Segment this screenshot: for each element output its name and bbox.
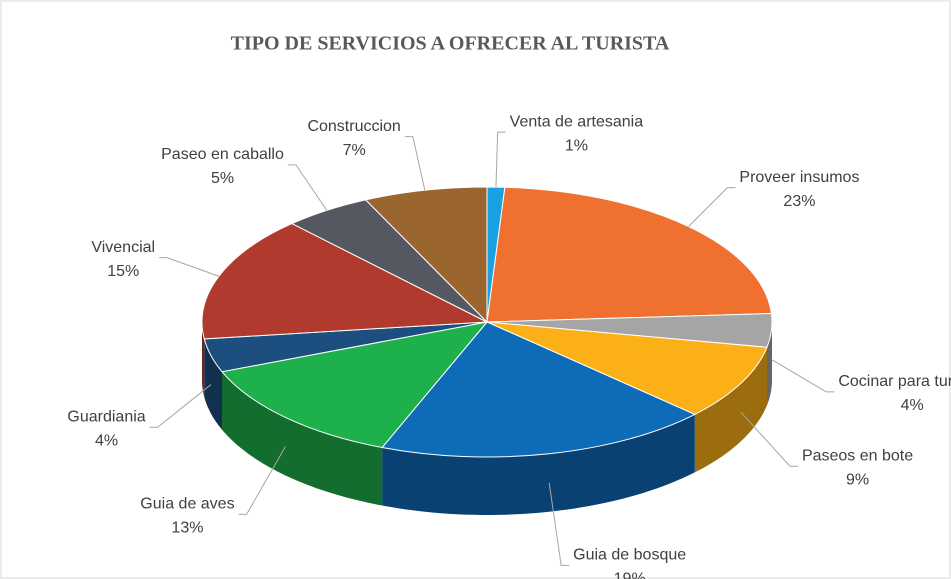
value-label: 9% xyxy=(846,471,869,488)
value-label: 15% xyxy=(107,263,139,280)
data-label: Guia de bosque 19% xyxy=(573,547,686,579)
value-label: 7% xyxy=(343,142,366,159)
slice-side xyxy=(202,322,205,397)
data-label: Guia de aves 13% xyxy=(140,496,234,537)
category-label: Venta de artesania xyxy=(510,113,644,130)
data-label: Paseos en bote 9% xyxy=(802,447,913,488)
slice-side xyxy=(694,347,767,473)
slice xyxy=(486,321,768,415)
data-label: Proveer insumos 23% xyxy=(739,169,859,210)
value-label: 4% xyxy=(95,432,118,449)
leader-line xyxy=(548,482,570,566)
leader-line xyxy=(149,384,212,428)
category-label: Cocinar para turistas xyxy=(838,373,951,390)
leader-line xyxy=(688,187,736,227)
leader-line xyxy=(404,136,426,191)
value-label: 19% xyxy=(614,571,646,579)
category-label: Proveer insumos xyxy=(739,169,859,186)
leader-line xyxy=(740,411,798,467)
data-label: Vivencial 15% xyxy=(91,239,155,280)
leader-line xyxy=(287,164,328,211)
leader-line xyxy=(771,359,835,393)
category-label: Construccion xyxy=(307,118,400,135)
category-label: Paseos en bote xyxy=(802,447,913,464)
value-label: 4% xyxy=(901,397,924,414)
value-label: 23% xyxy=(783,193,815,210)
value-label: 13% xyxy=(171,520,203,537)
chart-title: TIPO DE SERVICIOS A OFRECER AL TURISTA xyxy=(231,33,670,55)
category-label: Guardiania xyxy=(67,408,145,425)
slice xyxy=(364,186,488,324)
value-label: 5% xyxy=(211,170,234,187)
slice-side xyxy=(767,322,772,406)
category-label: Paseo en caballo xyxy=(161,146,284,163)
data-label: Cocinar para turistas 4% xyxy=(838,373,951,414)
slice-side xyxy=(204,338,222,430)
leader-line xyxy=(159,257,220,277)
slice xyxy=(221,321,489,449)
category-label: Guia de bosque xyxy=(573,547,686,564)
category-label: Vivencial xyxy=(91,239,155,256)
data-label: Paseo en caballo 5% xyxy=(161,146,284,187)
data-label: Venta de artesania 1% xyxy=(510,113,644,154)
slice-side xyxy=(382,414,695,515)
category-label: Guia de aves xyxy=(140,496,234,513)
value-label: 1% xyxy=(565,137,588,154)
leader-line xyxy=(495,131,506,188)
data-label: Guardiania 4% xyxy=(67,408,145,449)
slice xyxy=(381,321,696,458)
data-label: Construccion 7% xyxy=(307,118,400,159)
leader-line xyxy=(238,446,286,515)
